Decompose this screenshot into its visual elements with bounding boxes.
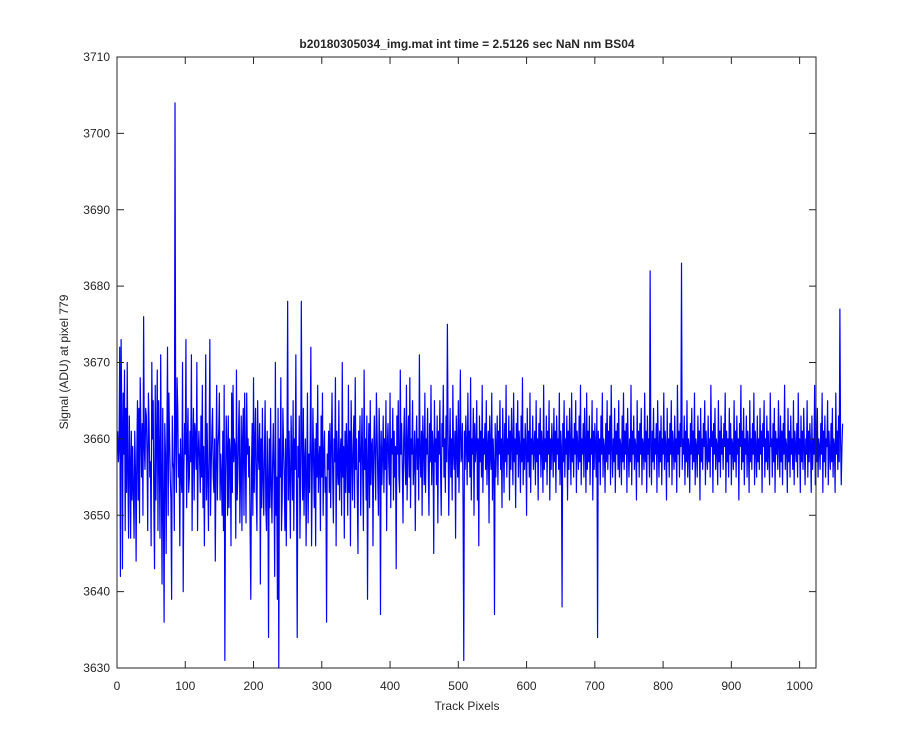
y-tick-label: 3650	[83, 508, 110, 522]
plot-area	[116, 56, 844, 669]
plot-background	[117, 57, 816, 668]
y-tick-label: 3700	[83, 126, 110, 140]
y-tick-label: 3710	[83, 50, 110, 64]
y-tick-label: 3640	[83, 585, 110, 599]
y-tick-label: 3690	[83, 203, 110, 217]
x-axis-title: Track Pixels	[435, 699, 500, 713]
y-axis-title: Signal (ADU) at pixel 779	[57, 294, 71, 429]
x-tick-label: 800	[653, 679, 673, 693]
x-tick-label: 300	[312, 679, 332, 693]
series-line-0	[117, 102, 844, 669]
axis-ticks: 0 100 200 300 400 500 600 700 800 900 1000 3630 3640…	[83, 50, 816, 693]
chart-title: b20180305034_img.mat int time = 2.5126 s…	[299, 37, 635, 51]
x-tick-label: 1000	[786, 679, 813, 693]
y-tick-label: 3660	[83, 432, 110, 446]
y-tick-label: 3630	[83, 661, 110, 675]
x-tick-label: 400	[380, 679, 400, 693]
x-tick-label: 600	[517, 679, 537, 693]
x-tick-label: 0	[114, 679, 121, 693]
x-tick-label: 500	[448, 679, 468, 693]
x-tick-label: 100	[175, 679, 195, 693]
y-tick-label: 3680	[83, 279, 110, 293]
x-tick-label: 900	[721, 679, 741, 693]
x-tick-label: 700	[585, 679, 605, 693]
x-tick-label: 200	[244, 679, 264, 693]
y-tick-label: 3670	[83, 356, 110, 370]
